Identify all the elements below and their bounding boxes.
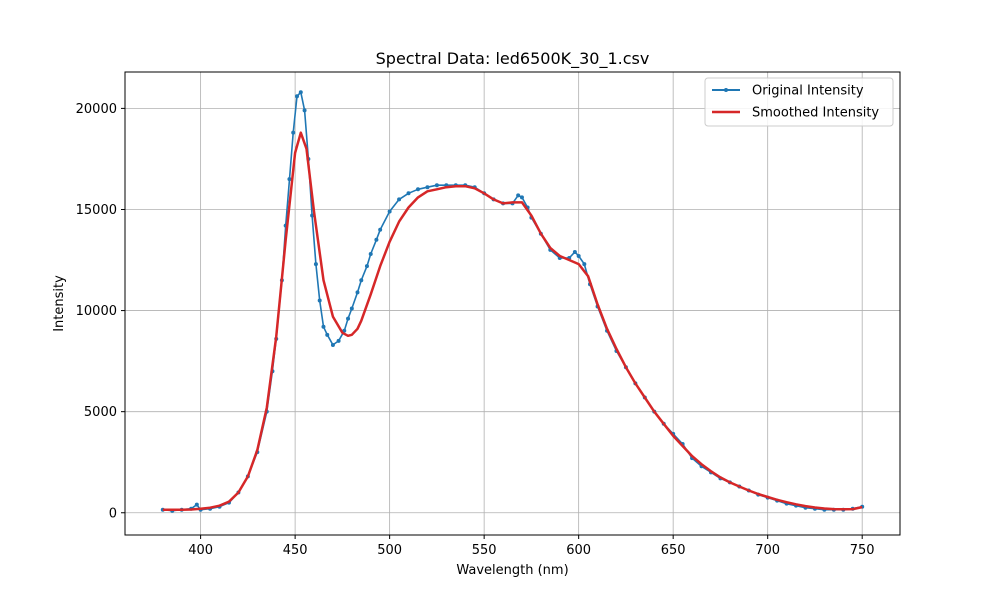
data-point-original (287, 177, 292, 182)
series-line-smoothed (162, 131, 863, 511)
y-tick-label: 0 (109, 506, 117, 521)
x-axis-label: Wavelength (nm) (456, 563, 568, 578)
legend-label-smoothed: Smoothed Intensity (752, 106, 879, 121)
data-point-original (425, 185, 430, 190)
data-point-original (310, 213, 315, 218)
x-tick-label: 650 (661, 543, 686, 558)
data-point-original (336, 338, 341, 343)
data-point-original (576, 253, 581, 258)
data-point-original (291, 130, 296, 135)
data-point-original (342, 328, 347, 333)
y-axis-label: Intensity (52, 275, 67, 332)
data-point-original (194, 502, 199, 507)
data-point-original (519, 195, 524, 200)
legend: Original Intensity Smoothed Intensity (704, 77, 894, 127)
chart-title: Spectral Data: led6500K_30_1.csv (376, 49, 650, 69)
y-tick-label: 5000 (84, 405, 117, 420)
data-point-original (374, 237, 379, 242)
data-point-original (397, 197, 402, 202)
data-point-original (434, 183, 439, 188)
x-tick-label: 400 (188, 543, 213, 558)
y-tick-label: 15000 (76, 203, 117, 218)
data-point-original (378, 227, 383, 232)
data-point-original (298, 90, 303, 95)
axis-ticks: 400 450 500 550 600 650 700 750 0 5000 10000 15000 2… (76, 102, 875, 558)
data-point-original (330, 342, 335, 347)
x-tick-label: 600 (566, 543, 591, 558)
data-point-original (317, 298, 322, 303)
data-point-original (302, 108, 307, 113)
legend-box (704, 77, 894, 127)
x-tick-label: 700 (755, 543, 780, 558)
data-point-original (406, 191, 411, 196)
x-tick-label: 550 (472, 543, 497, 558)
y-tick-label: 10000 (76, 304, 117, 319)
x-tick-label: 750 (850, 543, 875, 558)
data-point-original (364, 264, 369, 269)
data-point-original (321, 324, 326, 329)
data-point-original (387, 209, 392, 214)
plot-series (160, 90, 865, 513)
grid-lines (125, 72, 900, 535)
data-point-original (415, 187, 420, 192)
x-tick-label: 500 (377, 543, 402, 558)
data-point-original (582, 262, 587, 267)
data-point-original (368, 251, 373, 256)
data-point-original (313, 262, 318, 267)
legend-marker-original (724, 88, 728, 92)
legend-label-original: Original Intensity (752, 84, 864, 99)
y-tick-label: 20000 (76, 102, 117, 117)
data-point-original (346, 316, 351, 321)
data-point-original (572, 249, 577, 254)
x-tick-label: 450 (283, 543, 308, 558)
data-point-original (516, 193, 521, 198)
data-point-original (325, 332, 330, 337)
data-point-original (359, 278, 364, 283)
data-point-original (349, 306, 354, 311)
data-point-original (295, 94, 300, 99)
data-point-original (355, 290, 360, 295)
plot-frame (124, 71, 901, 536)
